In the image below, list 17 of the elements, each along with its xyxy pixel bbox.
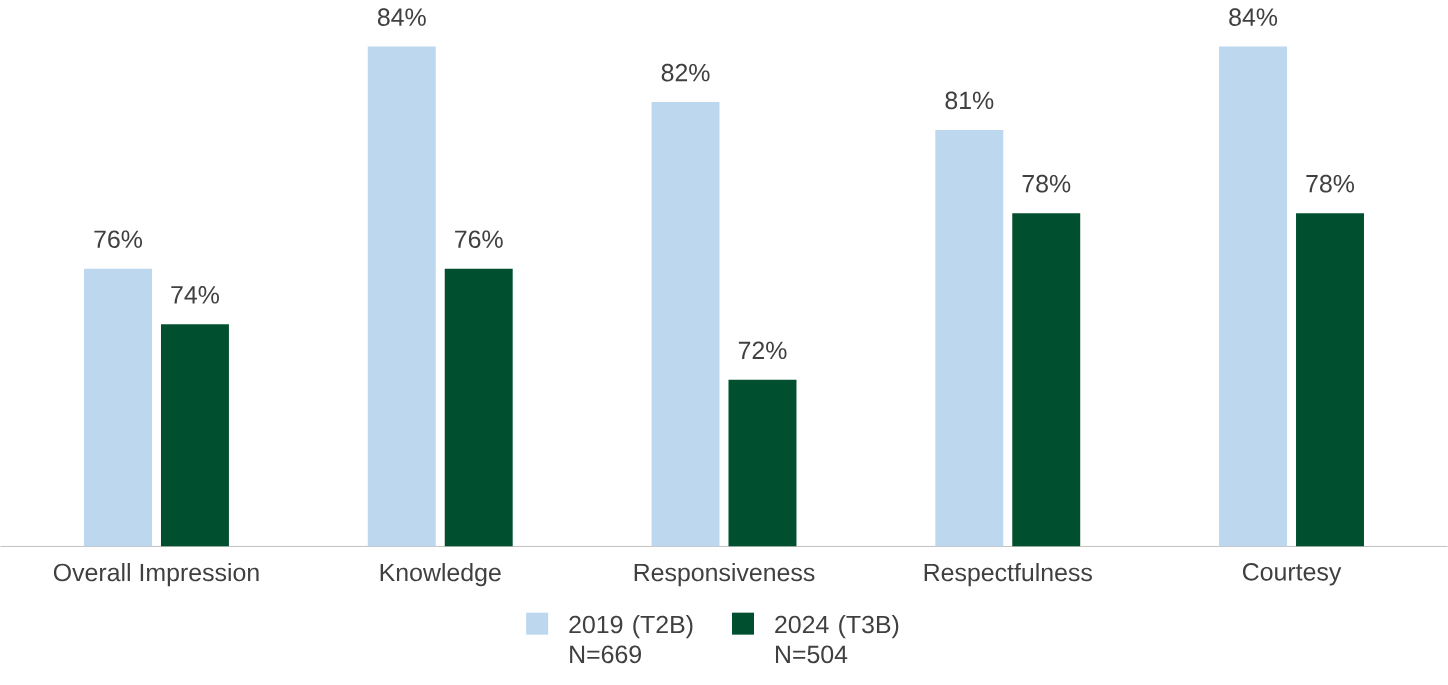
x-tick-label: Respectfulness — [924, 563, 1092, 587]
x-tick-label: Overall Impression — [53, 563, 259, 587]
x-tick-label: Knowledge — [380, 563, 501, 587]
data-label: 78% — [1022, 174, 1071, 193]
x-tick-label: Responsiveness — [634, 563, 815, 587]
data-label: 72% — [738, 341, 787, 360]
legend-label: 2024 (T3B) N=504 — [775, 615, 899, 664]
x-tick-label: Courtesy — [1242, 563, 1342, 586]
data-label: 82% — [661, 63, 710, 82]
data-label: 74% — [171, 286, 219, 304]
legend-label: 2019 (T2B) N=669 — [569, 615, 693, 664]
data-label: 81% — [945, 91, 994, 110]
data-label: 84% — [1229, 8, 1278, 27]
data-label: 76% — [455, 230, 503, 249]
data-label: 76% — [94, 230, 143, 249]
data-label: 78% — [1306, 174, 1355, 193]
data-label: 84% — [377, 8, 426, 27]
